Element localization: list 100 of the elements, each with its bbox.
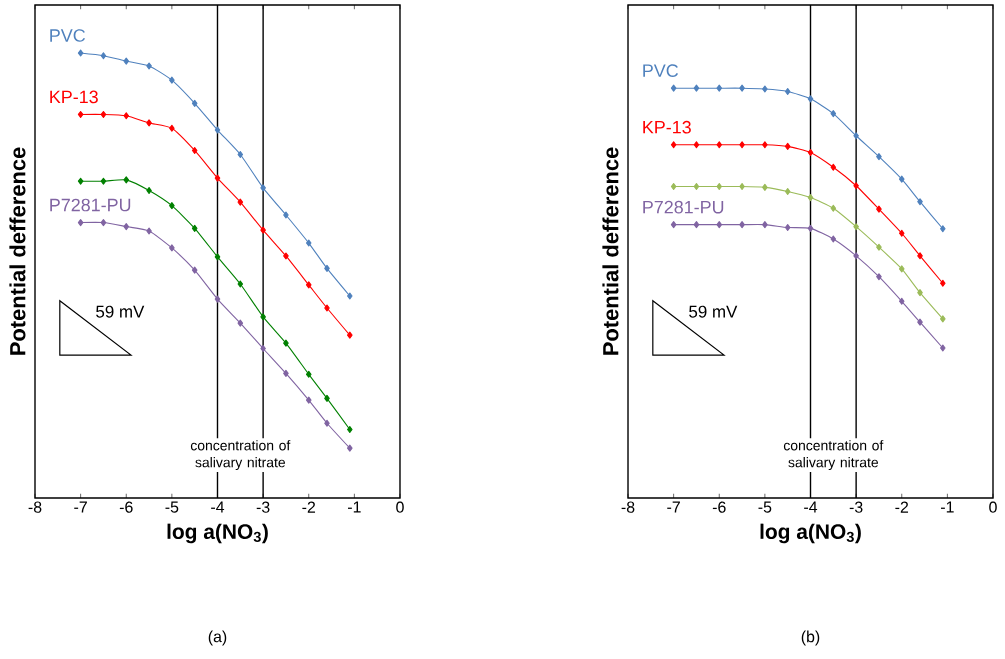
point (214, 126, 221, 134)
point (324, 394, 330, 402)
point (784, 223, 791, 232)
point (260, 184, 266, 192)
point (940, 225, 946, 233)
point (830, 204, 837, 212)
annotation: concentration of salivary nitrate (190, 440, 291, 471)
x-tick-label: -6 (119, 501, 133, 513)
x-tick-label: -6 (712, 501, 726, 513)
point (693, 141, 700, 149)
point (716, 84, 723, 92)
point (762, 85, 768, 93)
point (716, 141, 723, 149)
point (853, 252, 859, 260)
point (305, 281, 312, 289)
point (146, 187, 152, 195)
point (716, 183, 723, 191)
x-tick-label: -4 (211, 501, 225, 513)
point (146, 119, 152, 127)
point (940, 344, 946, 352)
point (807, 194, 814, 202)
x-tick-label: -8 (28, 501, 42, 513)
point (670, 183, 677, 191)
point (260, 226, 266, 234)
point (807, 224, 814, 232)
point (100, 177, 107, 185)
point (739, 221, 745, 229)
point (237, 150, 244, 159)
point (305, 239, 312, 247)
point (283, 252, 289, 260)
point (693, 84, 700, 92)
point (762, 183, 768, 191)
x-tick-label: -7 (74, 501, 87, 513)
series-label: PVC (50, 29, 86, 42)
point (123, 176, 130, 184)
x-tick-label: -1 (347, 501, 361, 513)
x-axis-title: log a(NO$_{3}$) (167, 523, 268, 544)
x-tick-label: -1 (940, 501, 954, 513)
point (77, 219, 84, 227)
annotation: concentration of salivary nitrate (783, 440, 884, 471)
x-tick-label: 0 (989, 501, 997, 513)
point (347, 292, 353, 300)
point (283, 211, 289, 219)
point (898, 265, 905, 273)
point (876, 153, 882, 161)
point (917, 198, 923, 206)
x-axis-title: log a(NO$_{3}$) (760, 523, 861, 544)
point (214, 174, 221, 182)
x-tick-label: -8 (621, 501, 635, 513)
point (876, 243, 882, 251)
point (716, 221, 723, 229)
point (830, 163, 837, 171)
point (214, 253, 221, 261)
annotation: 59 mV (689, 305, 738, 318)
point (191, 99, 198, 107)
point (123, 57, 130, 65)
point (283, 369, 289, 377)
point (305, 370, 312, 378)
point (100, 52, 107, 60)
series-label: P7281-PU (50, 198, 131, 212)
point (739, 84, 745, 92)
point (830, 235, 837, 243)
point (169, 76, 175, 84)
point (739, 141, 745, 149)
point (917, 289, 923, 297)
point (670, 84, 677, 92)
point (169, 202, 175, 210)
point (123, 112, 130, 120)
point (898, 229, 905, 237)
point (784, 142, 791, 150)
point (670, 141, 677, 149)
point (784, 187, 791, 195)
x-tick-label: 0 (396, 501, 404, 513)
series-label: KP-13 (643, 120, 691, 134)
point (77, 110, 84, 118)
point (305, 396, 312, 404)
point (100, 219, 107, 227)
point (77, 49, 84, 57)
point (762, 141, 768, 149)
point (853, 223, 859, 231)
y-axis-title: Potential defference (9, 147, 26, 355)
text: (b) (801, 630, 820, 646)
point (237, 319, 244, 327)
point (146, 62, 152, 70)
point (693, 221, 700, 229)
point (670, 221, 677, 229)
text: (a) (208, 630, 227, 646)
series-label: P7281-PU (643, 200, 724, 214)
point (324, 264, 330, 272)
point (123, 223, 130, 231)
point (853, 132, 859, 140)
series-label: PVC (643, 64, 679, 77)
point (260, 313, 266, 321)
point (191, 224, 198, 232)
point (739, 183, 745, 191)
point (146, 227, 152, 235)
point (876, 205, 882, 213)
x-tick-label: -5 (758, 501, 772, 513)
point (191, 266, 198, 274)
point (898, 297, 905, 305)
